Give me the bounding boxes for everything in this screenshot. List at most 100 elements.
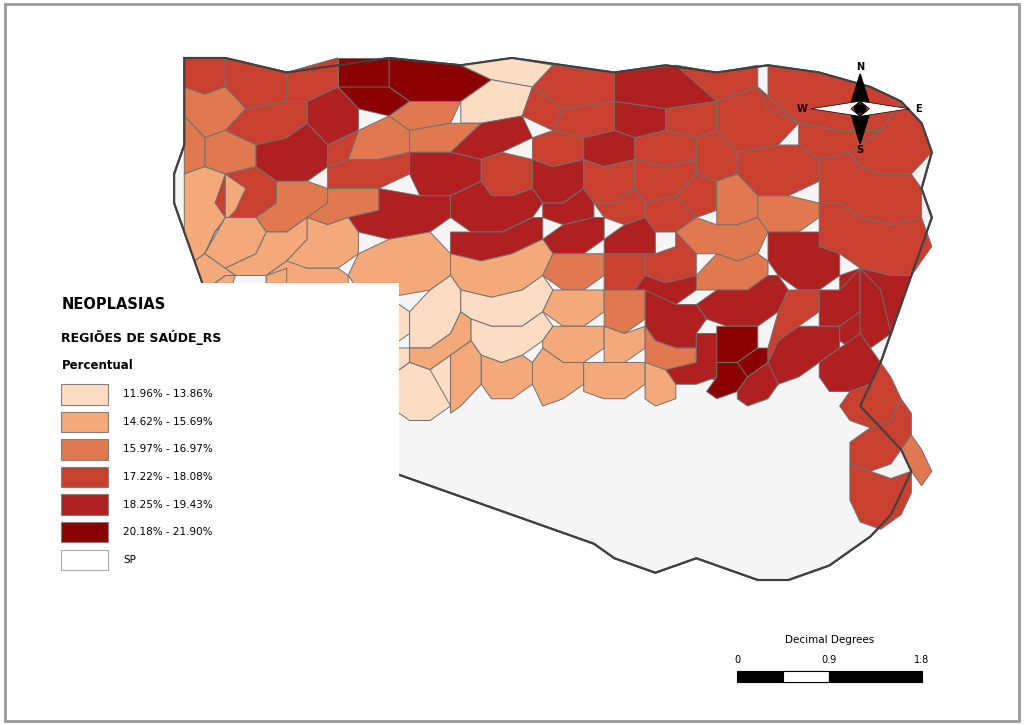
Polygon shape [174,304,246,370]
Polygon shape [338,58,389,87]
Polygon shape [768,65,901,130]
Circle shape [855,105,865,112]
Polygon shape [696,326,758,362]
Polygon shape [850,464,911,529]
Polygon shape [451,181,543,232]
Polygon shape [604,218,655,261]
Polygon shape [532,348,584,406]
Polygon shape [184,167,246,261]
Polygon shape [205,218,266,268]
Bar [737,671,829,681]
Polygon shape [307,188,379,225]
Bar [61,494,108,515]
Polygon shape [860,102,909,116]
Text: Decimal Degrees: Decimal Degrees [784,635,874,645]
Polygon shape [338,87,410,116]
Polygon shape [328,152,410,188]
Bar [61,439,108,460]
Polygon shape [461,58,553,87]
Polygon shape [348,188,451,239]
Polygon shape [451,341,481,413]
Text: 1.8: 1.8 [914,655,929,665]
Polygon shape [481,152,532,196]
Text: 0.9: 0.9 [822,655,837,665]
Polygon shape [584,362,645,399]
Polygon shape [850,399,911,471]
Text: E: E [915,104,922,114]
Bar [61,412,108,432]
Polygon shape [584,160,635,203]
Polygon shape [860,268,891,348]
Polygon shape [901,435,932,486]
Text: 15.97% - 16.97%: 15.97% - 16.97% [123,444,213,455]
Polygon shape [389,362,451,420]
Polygon shape [829,268,911,348]
Polygon shape [737,362,778,406]
Polygon shape [543,254,604,290]
Polygon shape [184,87,246,138]
Polygon shape [246,268,287,348]
Polygon shape [799,102,901,160]
Polygon shape [543,290,604,326]
Polygon shape [635,130,696,167]
Polygon shape [348,116,410,160]
Polygon shape [256,181,328,232]
Polygon shape [645,232,696,283]
Text: 18.25% - 19.43%: 18.25% - 19.43% [123,500,213,510]
Polygon shape [758,196,819,232]
Polygon shape [338,290,410,348]
Bar [783,671,829,681]
FancyBboxPatch shape [51,283,399,587]
Text: SP: SP [123,555,136,565]
Polygon shape [328,377,389,420]
Polygon shape [768,326,840,384]
Polygon shape [850,74,870,109]
Polygon shape [645,362,676,406]
Polygon shape [819,268,860,326]
Polygon shape [225,102,307,145]
Polygon shape [522,87,563,130]
Polygon shape [481,355,532,399]
Polygon shape [307,87,358,145]
Bar [61,384,108,405]
Polygon shape [225,218,307,276]
Polygon shape [645,326,696,370]
Polygon shape [532,130,584,167]
Polygon shape [451,239,553,297]
Polygon shape [696,348,768,384]
Polygon shape [205,174,246,254]
Text: 20.18% - 21.90%: 20.18% - 21.90% [123,527,212,537]
Text: W: W [797,104,807,114]
Polygon shape [707,362,748,399]
Text: 17.22% - 18.08%: 17.22% - 18.08% [123,472,213,482]
Polygon shape [758,87,799,123]
Polygon shape [635,276,696,304]
Polygon shape [410,312,471,370]
Polygon shape [768,232,840,290]
Polygon shape [184,58,225,94]
Polygon shape [287,58,338,102]
Polygon shape [676,160,717,218]
Polygon shape [717,174,758,225]
Polygon shape [604,326,645,362]
Polygon shape [184,276,236,334]
Polygon shape [287,218,358,268]
Polygon shape [696,254,768,290]
Polygon shape [266,261,348,319]
Polygon shape [451,218,543,261]
Polygon shape [461,276,553,326]
Polygon shape [317,348,410,384]
Polygon shape [553,102,614,138]
Polygon shape [348,232,451,297]
Polygon shape [840,362,901,428]
Polygon shape [717,87,799,152]
Polygon shape [696,276,788,326]
Text: Percentual: Percentual [61,359,133,372]
Polygon shape [768,290,819,362]
Text: 11.96% - 13.86%: 11.96% - 13.86% [123,389,213,399]
Text: 0: 0 [734,655,740,665]
Polygon shape [307,304,358,362]
Polygon shape [389,58,492,102]
Text: NEOPLASIAS: NEOPLASIAS [61,297,166,312]
Polygon shape [410,152,481,196]
